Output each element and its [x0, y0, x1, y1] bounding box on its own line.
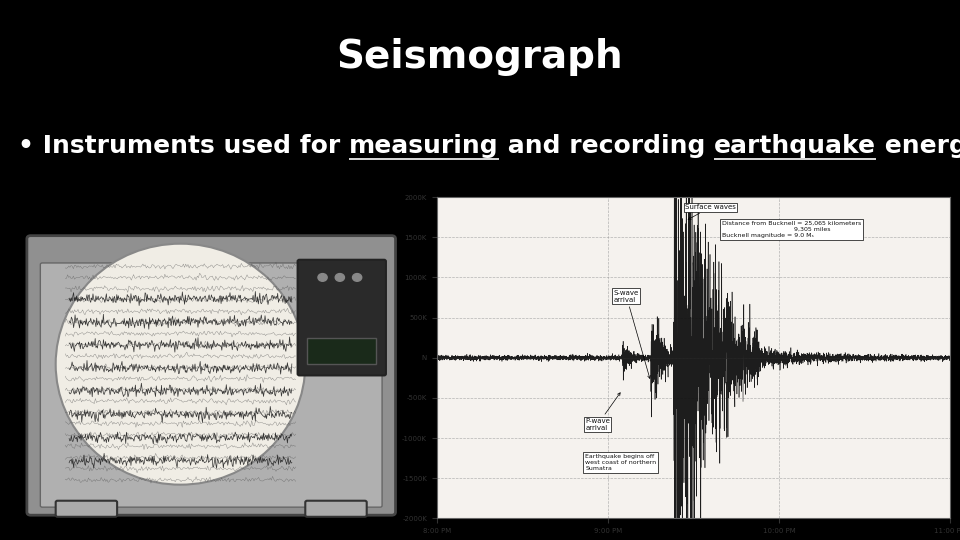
Text: energy.: energy. — [876, 134, 960, 158]
Text: earthquake: earthquake — [713, 134, 876, 158]
Circle shape — [335, 274, 345, 281]
Text: P-wave
arrival: P-wave arrival — [586, 393, 620, 431]
FancyBboxPatch shape — [56, 501, 117, 517]
Text: and recording: and recording — [498, 134, 713, 158]
Circle shape — [318, 274, 327, 281]
Text: • Instruments used for: • Instruments used for — [18, 134, 349, 158]
Text: measuring: measuring — [349, 134, 498, 158]
FancyBboxPatch shape — [40, 263, 382, 507]
Circle shape — [352, 274, 362, 281]
Text: Surface waves: Surface waves — [685, 204, 736, 219]
Text: Earthquake begins off
west coast of northern
Sumatra: Earthquake begins off west coast of nort… — [586, 454, 657, 471]
FancyBboxPatch shape — [305, 501, 367, 517]
Bar — [307, 339, 376, 364]
Text: Seismograph: Seismograph — [337, 38, 623, 76]
Text: S-wave
arrival: S-wave arrival — [613, 289, 651, 379]
FancyBboxPatch shape — [298, 260, 386, 375]
Ellipse shape — [56, 244, 305, 485]
FancyBboxPatch shape — [27, 235, 396, 515]
Text: Distance from Bucknell = 25,065 kilometers
                                    9: Distance from Bucknell = 25,065 kilomete… — [722, 221, 861, 238]
